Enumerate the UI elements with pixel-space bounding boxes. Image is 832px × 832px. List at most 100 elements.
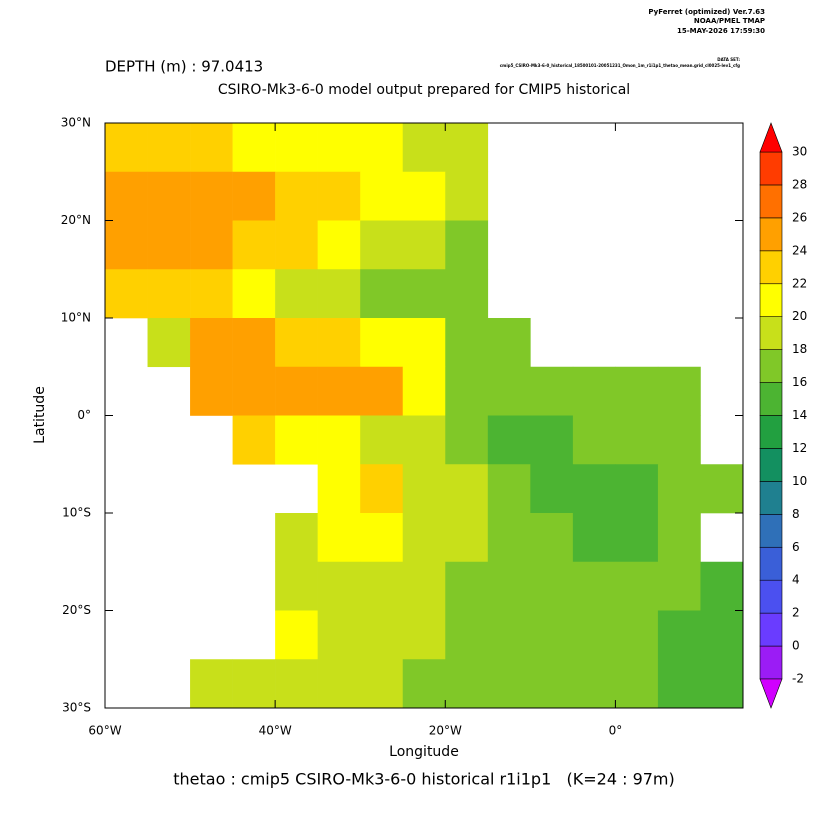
dataset-label: DATA SET: (717, 57, 740, 62)
heatmap-cell (402, 415, 446, 465)
caption: thetao : cmip5 CSIRO-Mk3-6-0 historical … (173, 770, 675, 789)
heatmap-cell (275, 561, 318, 611)
heatmap-cell (530, 366, 574, 416)
heatmap-cell (657, 464, 701, 514)
heatmap-cell (190, 269, 233, 319)
heatmap-cell (487, 318, 531, 368)
heatmap-cell (572, 464, 616, 514)
y-tick-label: 10°N (61, 311, 91, 325)
heatmap-cell (445, 220, 489, 270)
heatmap-cell (360, 220, 404, 270)
colorbar-band (759, 151, 783, 186)
colorbar-band (759, 250, 783, 285)
colorbar-label: 16 (792, 375, 807, 389)
heatmap-cell (232, 366, 276, 416)
heatmap-cell (700, 610, 744, 660)
colorbar-label: 6 (792, 540, 800, 554)
heatmap-cell (700, 659, 744, 709)
header-line: NOAA/PMEL TMAP (694, 17, 765, 25)
colorbar-band (759, 645, 783, 680)
heatmap-cell (360, 123, 404, 173)
colorbar-label: 24 (792, 243, 807, 257)
heatmap-cell (530, 659, 574, 709)
heatmap-cell (572, 366, 616, 416)
heatmap-cell (572, 513, 616, 563)
colorbar-label: 12 (792, 441, 807, 455)
colorbar-label: 4 (792, 573, 800, 587)
colorbar-label: 8 (792, 507, 800, 521)
heatmap-cell (317, 513, 361, 563)
heatmap-cell (615, 659, 659, 709)
heatmap-cell (360, 561, 404, 611)
heatmap-cell (232, 415, 276, 465)
heatmap-cell (402, 659, 446, 709)
heatmap-cell (657, 659, 701, 709)
colorbar-band (759, 349, 783, 383)
heatmap-cell (317, 366, 361, 416)
heatmap-cell (445, 659, 489, 709)
heatmap-cell (530, 464, 574, 514)
colorbar-band (759, 579, 783, 614)
heatmap-cell (190, 123, 233, 173)
heatmap-cells (105, 123, 744, 709)
heatmap-cell (530, 415, 574, 465)
heatmap-cell (275, 610, 318, 660)
heatmap-cell (572, 659, 616, 709)
heatmap-cell (275, 659, 318, 709)
heatmap-cell (275, 269, 318, 319)
chart-title: CSIRO-Mk3-6-0 model output prepared for … (218, 82, 630, 98)
heatmap-cell (572, 561, 616, 611)
colorbar-band (759, 481, 783, 515)
heatmap-cell (402, 220, 446, 270)
heatmap-cell (487, 513, 531, 563)
heatmap-cell (572, 610, 616, 660)
heatmap-cell (657, 415, 701, 465)
heatmap-cell (572, 415, 616, 465)
heatmap-cell (445, 513, 489, 563)
colorbar-band (759, 382, 783, 416)
heatmap-cell (615, 415, 659, 465)
heatmap-cell (105, 220, 148, 270)
subtitle: DEPTH (m) : 97.0413 (105, 58, 263, 76)
heatmap-cell (360, 415, 404, 465)
heatmap-cell (487, 561, 531, 611)
colorbar-band (759, 217, 783, 252)
heatmap-cell (445, 561, 489, 611)
colorbar-band (759, 546, 783, 581)
heatmap-cell (360, 513, 404, 563)
colorbar-label: 22 (792, 276, 807, 290)
heatmap-cell (275, 123, 318, 173)
heatmap-cell (445, 171, 489, 221)
y-tick-label: 20°N (61, 213, 91, 227)
heatmap-cell (360, 171, 404, 221)
x-tick-label: 0° (609, 724, 623, 738)
heatmap-cell (317, 220, 361, 270)
colorbar-over (759, 122, 783, 153)
heatmap-cell (360, 659, 404, 709)
y-tick-label: 30°N (61, 116, 91, 130)
heatmap-cell (360, 610, 404, 660)
heatmap-cell (487, 415, 531, 465)
heatmap-cell (275, 366, 318, 416)
colorbar-label: 20 (792, 309, 807, 323)
heatmap-cell (445, 123, 489, 173)
heatmap-cell (615, 464, 659, 514)
colorbar-label: 10 (792, 474, 807, 488)
colorbar-band (759, 612, 783, 647)
header-line: PyFerret (optimized) Ver.7.63 (648, 8, 765, 16)
heatmap-cell (275, 415, 318, 465)
colorbar-label: 14 (792, 408, 807, 422)
heatmap-cell (445, 269, 489, 319)
heatmap-cell (147, 318, 191, 368)
dataset-name: cmip5_CSIRO-Mk3-6-0_historical_18500101-… (500, 63, 740, 68)
heatmap-cell (615, 610, 659, 660)
heatmap-cell (657, 610, 701, 660)
x-axis-label: Longitude (389, 744, 459, 760)
colorbar-band (759, 514, 783, 548)
heatmap-cell (317, 171, 361, 221)
heatmap-cell (232, 220, 276, 270)
heatmap-cell (657, 561, 701, 611)
x-tick-label: 60°W (88, 724, 121, 738)
heatmap-cell (700, 561, 744, 611)
